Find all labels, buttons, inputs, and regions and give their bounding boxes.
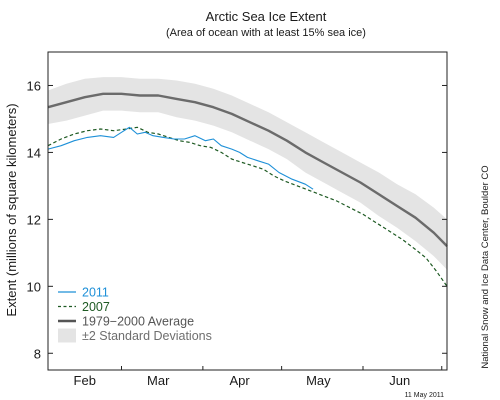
credit-text: National Snow and Ice Data Center, Bould… [480,165,491,368]
y-tick-label: 14 [27,145,41,160]
x-tick-label: Mar [147,373,170,388]
x-tick-label: Apr [230,373,251,388]
y-tick-label: 16 [27,78,41,93]
plot-area: 8 10 12 14 16 Feb Mar Apr May Jun [27,51,448,388]
std-dev-band [48,77,447,270]
legend-label: ±2 Standard Deviations [82,329,212,343]
y-tick-label: 10 [27,279,41,294]
legend-swatch-band [58,328,76,343]
x-tick-label: May [306,373,331,388]
x-tick-label: Feb [74,373,96,388]
x-tick-label: Jun [389,373,410,388]
y-tick-label: 8 [34,346,41,361]
chart-subtitle: (Area of ocean with at least 15% sea ice… [166,27,366,39]
legend-label: 2011 [82,286,109,300]
2007-series-line [47,126,448,287]
legend-label: 2007 [82,300,110,314]
chart-title: Arctic Sea Ice Extent [206,9,327,24]
average-series-line [47,92,448,247]
y-tick-label: 12 [27,212,41,227]
2011-series-line [47,126,314,190]
y-axis-label: Extent (millions of square kilometers) [4,103,19,316]
plot-frame [47,51,448,371]
date-stamp: 11 May 2011 [405,392,445,399]
legend-label: 1979−2000 Average [82,315,194,329]
